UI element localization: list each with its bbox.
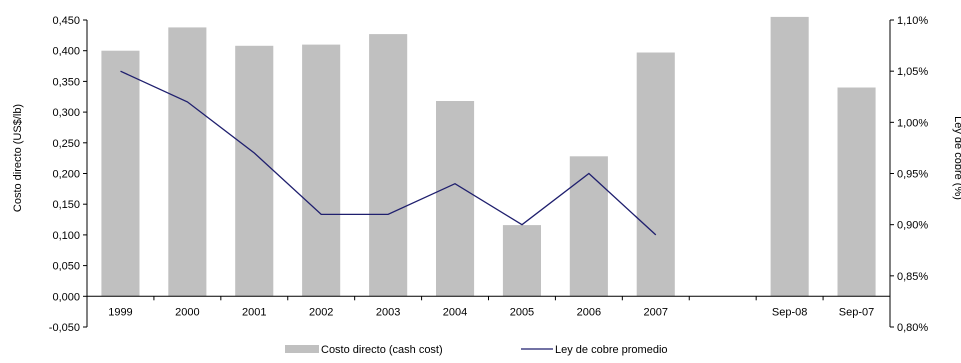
bar [636,52,675,297]
y-left-tick-label: 0,350 [52,76,80,88]
x-tick-label: 2003 [376,306,400,318]
y-left-axis-label: Costo directo (US$/lb) [12,104,24,212]
bar [436,101,475,297]
x-tick-label: 2001 [242,306,266,318]
x-tick-label: 2002 [309,306,333,318]
bar [569,156,608,297]
bar [168,27,207,297]
legend-bar-label: Costo directo (cash cost) [321,344,443,356]
y-right-axis-label: Ley de cobre (%) [952,116,961,200]
y-left-tick-label: -0,050 [49,322,80,334]
bar [837,87,876,297]
y-right-tick-label: 1,05% [897,66,928,78]
bar [502,225,541,297]
legend-bar-swatch [285,345,319,353]
axes-layer [83,19,894,328]
y-left-tick-label: 0,000 [52,291,80,303]
y-right-tick-label: 0,95% [897,169,928,181]
x-tick-label: 2004 [443,306,467,318]
x-tick-label: Sep-07 [839,306,874,318]
y-left-tick-label: 0,050 [52,261,80,273]
y-right-tick-label: 0,90% [897,220,928,232]
x-tick-label: 2005 [510,306,534,318]
bar [235,45,274,297]
y-left-tick-label: 0,150 [52,199,80,211]
x-tick-label: 1999 [108,306,132,318]
bar [369,34,408,297]
x-tick-label: 2006 [577,306,601,318]
x-tick-label: 2000 [175,306,199,318]
y-right-tick-label: 0,85% [897,271,928,283]
y-right-tick-label: 0,80% [897,322,928,334]
bars-layer [101,16,876,297]
y-left-tick-label: 0,450 [52,15,80,27]
x-tick-label: 2007 [644,306,668,318]
bar [302,44,341,297]
bar [101,50,140,297]
line-layer [120,70,657,236]
legend: Costo directo (cash cost) Ley de cobre p… [285,344,668,356]
y-left-tick-label: 0,200 [52,169,80,181]
x-tick-label: Sep-08 [772,306,807,318]
y-left-tick-label: 0,400 [52,46,80,58]
legend-line-label: Ley de cobre promedio [555,344,668,356]
line-series-ley-de-cobre [120,70,657,236]
y-left-tick-label: 0,300 [52,107,80,119]
y-right-tick-label: 1,10% [897,15,928,27]
y-right-tick-label: 1,00% [897,117,928,129]
y-left-tick-label: 0,100 [52,230,80,242]
y-left-tick-label: 0,250 [52,138,80,150]
labels-layer: -0,050 0,000 0,050 0,100 0,150 0,200 0,250 0,30… [49,15,929,334]
bar [770,16,809,297]
